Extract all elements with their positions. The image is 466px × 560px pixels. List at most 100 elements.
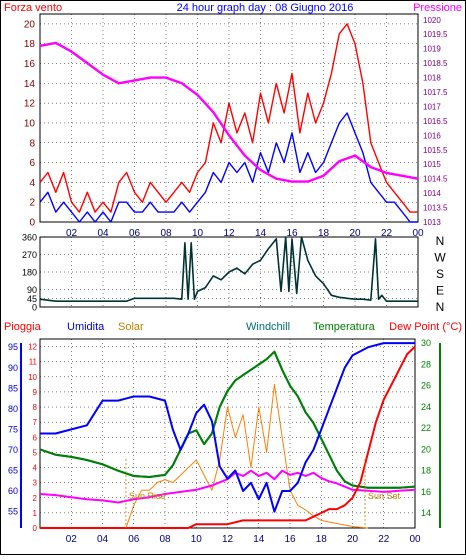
compass-label: N (436, 234, 445, 248)
humidity-tick-label: 90 (8, 363, 18, 373)
rain-tick-label: 3 (33, 479, 38, 488)
series-gust (39, 112, 418, 223)
y2-tick-label: 1014.5 (423, 175, 448, 184)
rain-tick-label: 1 (33, 509, 38, 518)
legend-humidity: Umidita (67, 321, 105, 333)
rain-tick-label: 9 (33, 388, 38, 397)
rain-tick-label: 8 (33, 403, 38, 412)
legend-dewpoint: Dew Point (°C) (389, 321, 462, 333)
humidity-tick-label: 70 (8, 445, 18, 455)
y-tick-label: 90 (27, 285, 37, 295)
x-tick-label: 20 (349, 228, 361, 239)
x-tick-label: 08 (160, 228, 172, 239)
temp-tick-label: 14 (421, 508, 431, 518)
legend-rain: Pioggia (4, 321, 42, 333)
rain-tick-label: 7 (33, 418, 38, 427)
y-tick-label: 2 (29, 198, 35, 209)
humidity-tick-label: 75 (8, 424, 18, 434)
series-pressure (39, 41, 419, 183)
rain-tick-label: 5 (33, 448, 38, 457)
rain-humidity-temperature-panel: 0123456789101112556065707580859095141618… (8, 338, 441, 545)
rain-tick-label: 10 (28, 373, 37, 382)
legend-temperature: Temperatura (313, 321, 376, 333)
series-direction (39, 236, 418, 303)
wind-pressure-panel: 0246810121416182010131013.510141014.5101… (24, 13, 448, 239)
compass-label: S (436, 267, 444, 281)
temp-tick-label: 28 (421, 359, 431, 369)
humidity-tick-label: 80 (8, 404, 18, 414)
y2-tick-label: 1018.5 (423, 59, 448, 68)
x-tick-label: 08 (159, 534, 171, 545)
rain-tick-label: 2 (33, 494, 38, 503)
compass-label: N (436, 300, 445, 314)
temp-tick-label: 18 (421, 466, 431, 476)
y2-tick-label: 1019 (423, 45, 441, 54)
y2-tick-label: 1013 (423, 218, 441, 227)
x-tick-label: 02 (66, 228, 78, 239)
y-tick-label: 18 (24, 39, 36, 50)
humidity-tick-label: 85 (8, 383, 18, 393)
y2-tick-label: 1019.5 (423, 30, 448, 39)
x-tick-label: 16 (286, 228, 298, 239)
sun-annotation: Sun Set (368, 491, 401, 501)
y-tick-label: 180 (22, 268, 37, 278)
y2-tick-label: 1017.5 (423, 88, 448, 97)
x-tick-label: 16 (284, 534, 296, 545)
y2-tick-label: 1015.5 (423, 146, 448, 155)
rain-tick-label: 4 (33, 464, 38, 473)
x-tick-label: 12 (223, 228, 235, 239)
y2-tick-label: 1016 (423, 131, 441, 140)
chart-title: 24 hour graph day : 08 Giugno 2016 (177, 2, 354, 14)
y-tick-label: 14 (24, 79, 36, 90)
series-wind (39, 23, 418, 213)
temp-tick-label: 22 (421, 423, 431, 433)
y-tick-label: 45 (27, 294, 37, 304)
y2-tick-label: 1014 (423, 189, 441, 198)
x-tick-label: 04 (97, 534, 109, 545)
x-tick-label: 20 (347, 534, 359, 545)
legend-solar: Solar (118, 321, 144, 333)
temp-tick-label: 26 (421, 381, 431, 391)
temp-tick-label: 30 (421, 338, 431, 348)
y-tick-label: 12 (24, 99, 36, 110)
compass-label: W (434, 251, 446, 265)
y2-tick-label: 1018 (423, 74, 441, 83)
x-tick-label: 00 (412, 228, 424, 239)
y2-tick-label: 1020 (423, 16, 441, 25)
x-tick-label: 10 (191, 534, 203, 545)
x-tick-label: 04 (97, 228, 109, 239)
y2-tick-label: 1015 (423, 160, 441, 169)
y2-tick-label: 1013.5 (423, 204, 448, 213)
x-tick-label: 00 (409, 534, 421, 545)
humidity-tick-label: 60 (8, 486, 18, 496)
y-tick-label: 0 (32, 303, 37, 313)
compass-label: E (436, 284, 444, 298)
series-temperatura (39, 350, 416, 489)
y-tick-label: 4 (29, 178, 35, 189)
x-tick-label: 06 (128, 534, 140, 545)
y-tick-label: 10 (24, 118, 36, 129)
temp-tick-label: 24 (421, 402, 431, 412)
x-tick-label: 18 (316, 534, 328, 545)
y-tick-label: 270 (22, 250, 37, 260)
rain-tick-label: 6 (33, 433, 38, 442)
rain-tick-label: 12 (28, 343, 37, 352)
y-tick-label: 16 (24, 59, 36, 70)
legend-windchill: Windchill (246, 321, 290, 333)
x-tick-label: 12 (222, 534, 234, 545)
y-tick-label: 20 (24, 19, 36, 30)
rain-tick-label: 11 (29, 358, 38, 367)
sun-annotation: Sun Rise (129, 491, 166, 501)
x-tick-label: 22 (381, 228, 393, 239)
y-tick-label: 0 (29, 218, 35, 229)
x-tick-label: 14 (253, 534, 265, 545)
temp-tick-label: 20 (421, 444, 431, 454)
temp-tick-label: 16 (421, 487, 431, 497)
y-tick-label: 6 (29, 158, 35, 169)
x-tick-label: 22 (378, 534, 390, 545)
y-tick-label: 360 (22, 233, 37, 243)
